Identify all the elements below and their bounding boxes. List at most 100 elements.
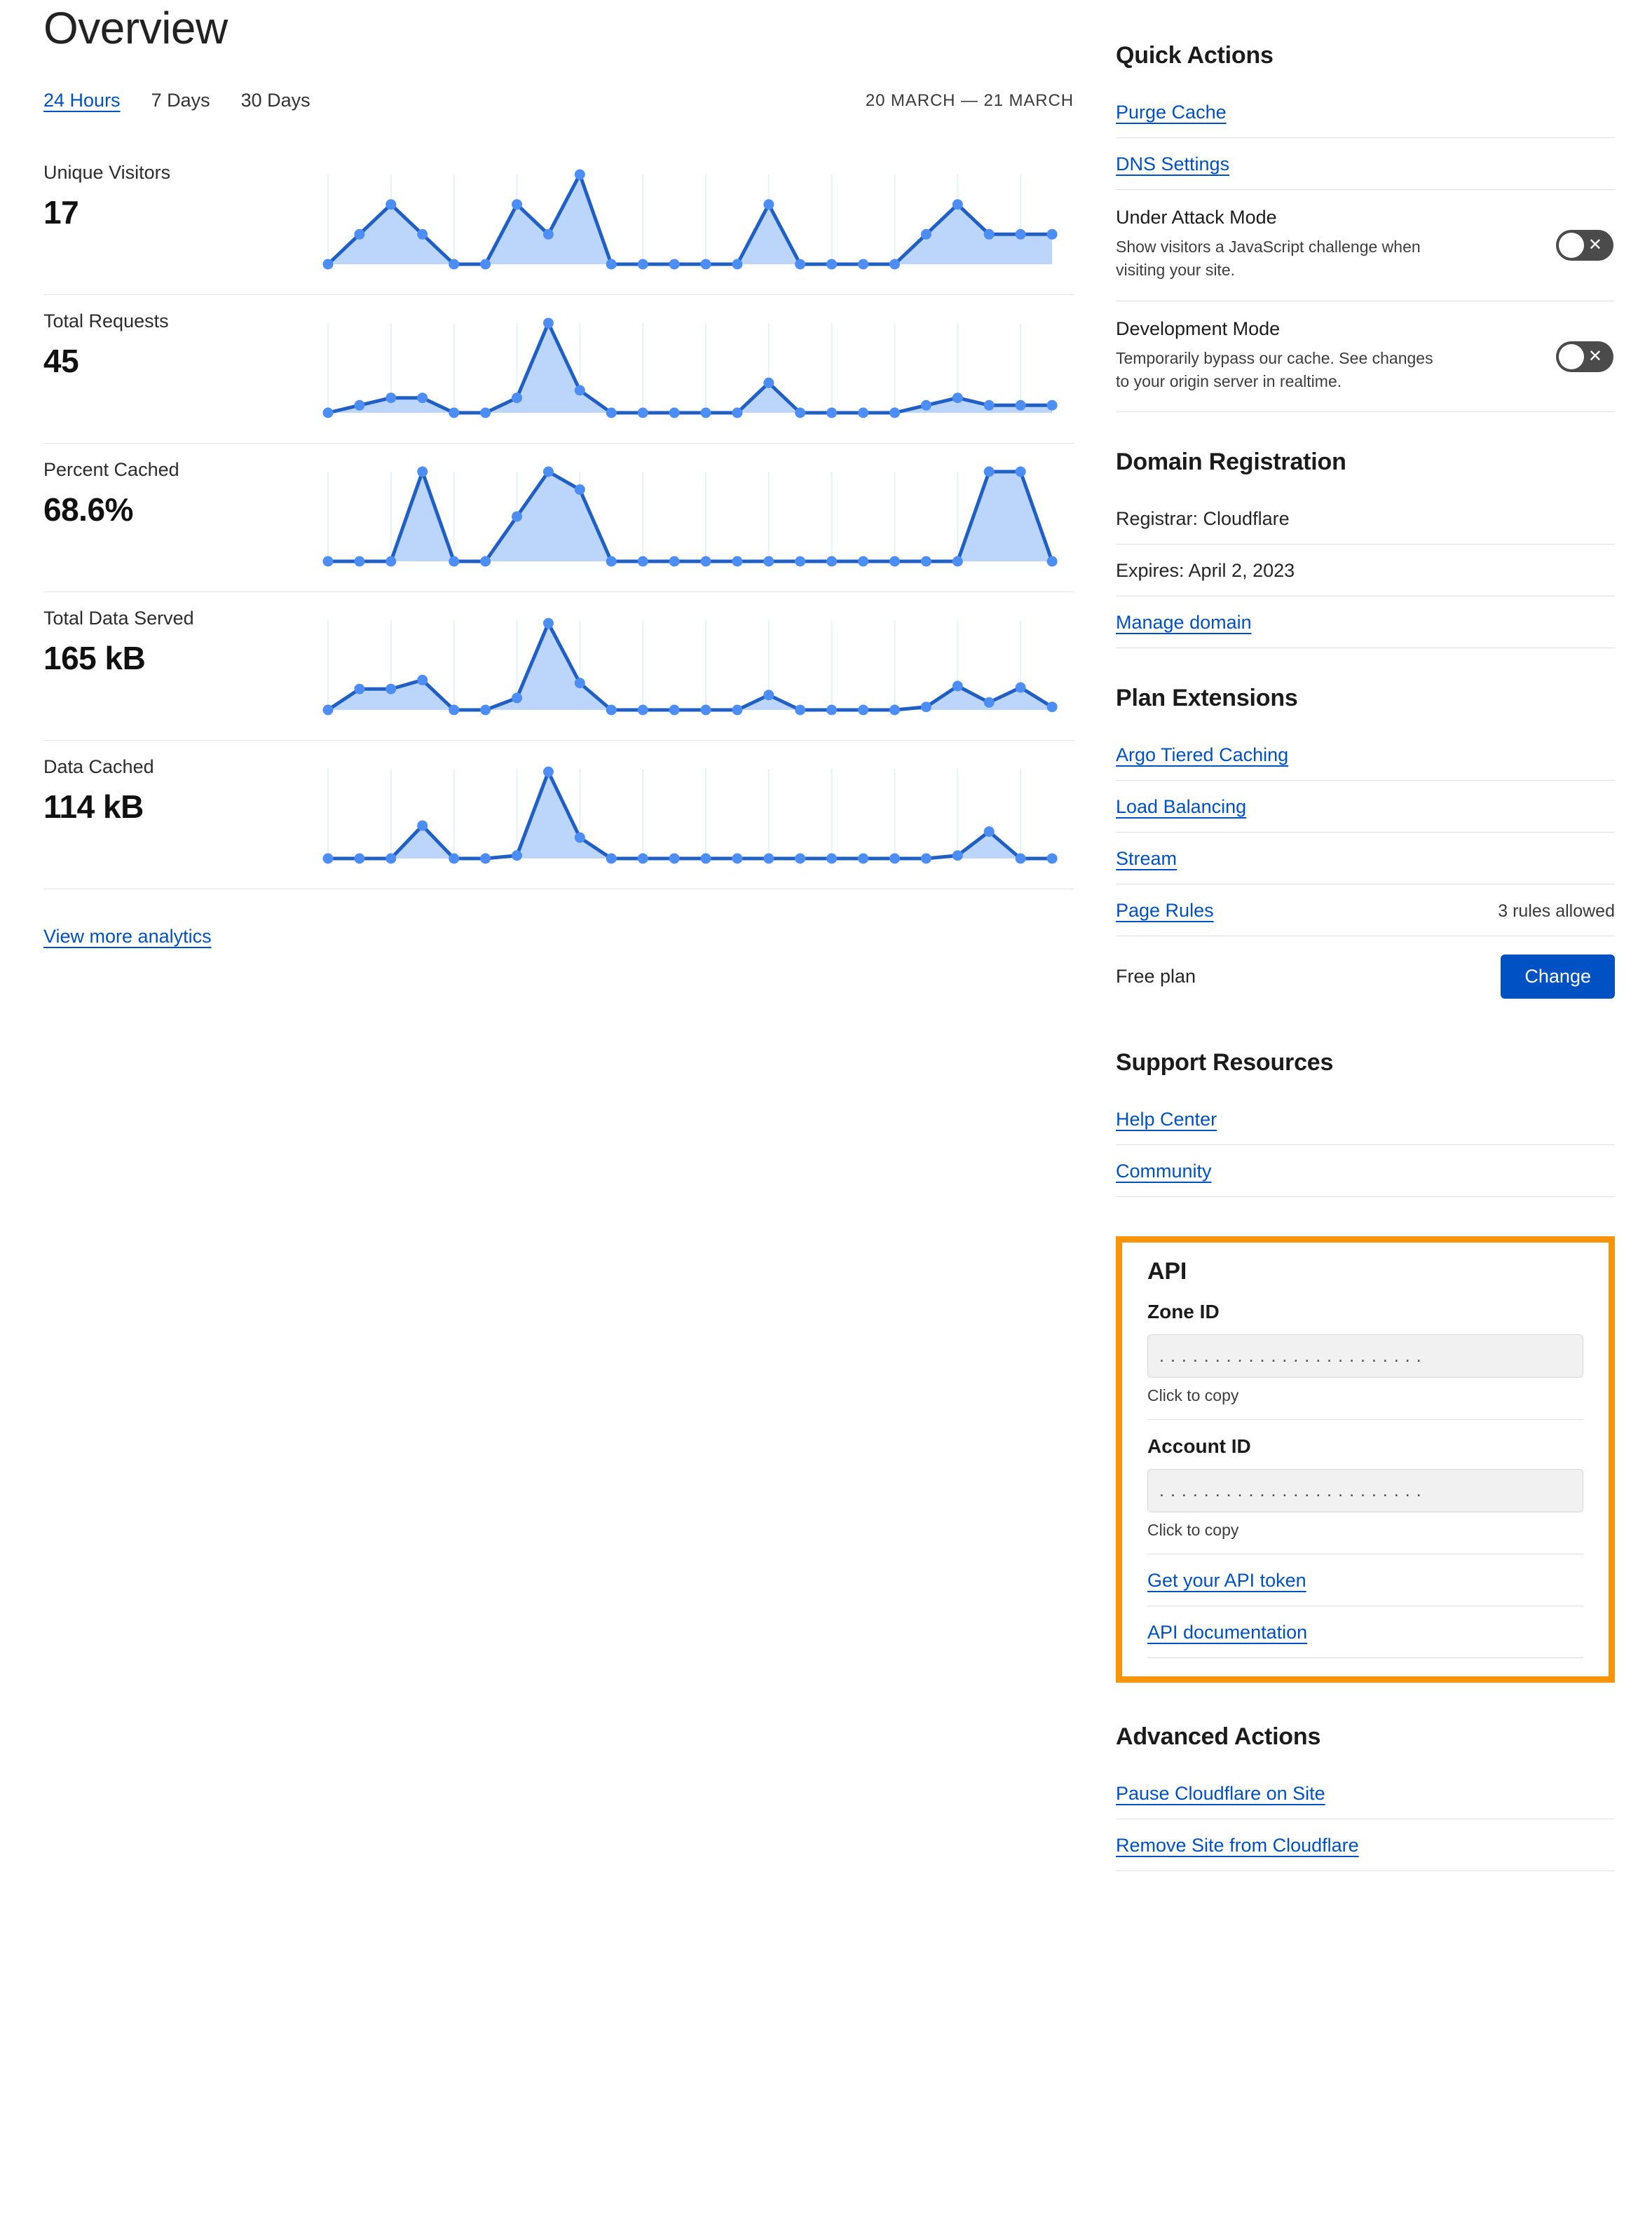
api-title: API <box>1147 1258 1187 1285</box>
metric-value: 45 <box>43 343 79 379</box>
metric-value: 68.6% <box>43 491 133 528</box>
plan-extensions-title: Plan Extensions <box>1116 685 1298 712</box>
row-api-token[interactable]: Get your API token <box>1147 1554 1583 1607</box>
row-pause-cloudflare[interactable]: Pause Cloudflare on Site <box>1116 1767 1615 1820</box>
plan-footer: Free plan Change <box>1116 936 1615 999</box>
account-id-field: Account ID ........................ Clic… <box>1147 1420 1583 1540</box>
account-id-value[interactable]: ........................ <box>1147 1469 1583 1513</box>
metric-label: Data Cached <box>43 756 154 777</box>
api-panel-highlighted: API Zone ID ........................ Cli… <box>1116 1236 1615 1683</box>
toggle-knob <box>1559 232 1584 258</box>
sparkline-total-requests <box>322 310 1065 423</box>
metric-row-percent-cached: Percent Cached 68.6% <box>43 444 1074 592</box>
manage-domain-link[interactable]: Manage domain <box>1116 612 1252 634</box>
development-mode-toggle[interactable]: ✕ <box>1556 341 1613 372</box>
get-api-token-link[interactable]: Get your API token <box>1147 1570 1306 1592</box>
row-remove-site[interactable]: Remove Site from Cloudflare <box>1116 1819 1615 1872</box>
row-stream[interactable]: Stream <box>1116 833 1615 885</box>
development-mode-title: Development Mode <box>1116 317 1281 339</box>
metric-label: Unique Visitors <box>43 162 171 183</box>
metric-text: Total Requests 45 <box>43 295 324 380</box>
metric-text: Data Cached 114 kB <box>43 741 324 826</box>
under-attack-mode-description: Show visitors a JavaScript challenge whe… <box>1116 238 1421 280</box>
advanced-actions-panel: Advanced Actions Pause Cloudflare on Sit… <box>1116 1723 1615 1872</box>
metric-text: Percent Cached 68.6% <box>43 444 324 528</box>
load-balancing-link[interactable]: Load Balancing <box>1116 796 1247 818</box>
metric-value: 17 <box>43 194 79 231</box>
account-id-label: Account ID <box>1147 1435 1251 1458</box>
zone-id-copy-hint: Click to copy <box>1147 1386 1239 1405</box>
row-development-mode: Development Mode Temporarily bypass our … <box>1116 301 1615 413</box>
metrics-list: Unique Visitors 17 Total Requests 45 Per… <box>43 146 1074 889</box>
under-attack-mode-toggle[interactable]: ✕ <box>1556 229 1613 261</box>
registrar-value: Registrar: Cloudflare <box>1116 508 1290 530</box>
view-more-analytics-link[interactable]: View more analytics <box>43 926 212 947</box>
metric-label: Total Requests <box>43 310 169 331</box>
sparkline-percent-cached <box>322 459 1065 571</box>
stream-link[interactable]: Stream <box>1116 848 1177 870</box>
community-link[interactable]: Community <box>1116 1161 1212 1182</box>
metric-text: Total Data Served 165 kB <box>43 592 324 677</box>
argo-tiered-caching-link[interactable]: Argo Tiered Caching <box>1116 744 1289 766</box>
plan-extensions-panel: Plan Extensions Argo Tiered Caching Load… <box>1116 685 1615 999</box>
quick-actions-panel: Quick Actions Purge Cache DNS Settings U… <box>1116 42 1615 413</box>
divider <box>1147 1419 1583 1421</box>
row-under-attack-mode: Under Attack Mode Show visitors a JavaSc… <box>1116 190 1615 301</box>
domain-registration-panel: Domain Registration Registrar: Cloudflar… <box>1116 449 1615 649</box>
metric-row-total-requests: Total Requests 45 <box>43 295 1074 444</box>
toggle-knob <box>1559 343 1584 369</box>
quick-actions-title: Quick Actions <box>1116 42 1274 69</box>
metric-text: Unique Visitors 17 <box>43 146 324 231</box>
advanced-actions-title: Advanced Actions <box>1116 1723 1321 1751</box>
sparkline-data-cached <box>322 756 1065 868</box>
metric-label: Total Data Served <box>43 608 194 629</box>
pause-cloudflare-link[interactable]: Pause Cloudflare on Site <box>1116 1783 1325 1805</box>
dns-settings-link[interactable]: DNS Settings <box>1116 153 1230 175</box>
row-help-center[interactable]: Help Center <box>1116 1093 1615 1146</box>
row-community[interactable]: Community <box>1116 1145 1615 1198</box>
development-mode-description: Temporarily bypass our cache. See change… <box>1116 348 1433 391</box>
row-manage-domain[interactable]: Manage domain <box>1116 596 1615 649</box>
sparkline-total-data-served <box>322 608 1065 720</box>
page-title: Overview <box>43 3 228 53</box>
sidebar-column: Quick Actions Purge Cache DNS Settings U… <box>1116 42 1615 1872</box>
row-page-rules[interactable]: Page Rules 3 rules allowed <box>1116 884 1615 937</box>
remove-site-link[interactable]: Remove Site from Cloudflare <box>1116 1835 1359 1856</box>
metric-label: Percent Cached <box>43 459 179 480</box>
timerange-tabs: 24 Hours 7 Days 30 Days 20 MARCH — 21 MA… <box>43 90 1074 114</box>
account-id-copy-hint: Click to copy <box>1147 1521 1239 1540</box>
change-plan-button[interactable]: Change <box>1501 955 1615 999</box>
help-center-link[interactable]: Help Center <box>1116 1109 1217 1130</box>
expires-value: Expires: April 2, 2023 <box>1116 560 1295 582</box>
close-icon: ✕ <box>1588 235 1602 254</box>
row-argo-tiered-caching[interactable]: Argo Tiered Caching <box>1116 729 1615 781</box>
page-rules-allowance: 3 rules allowed <box>1498 901 1615 922</box>
row-registrar: Registrar: Cloudflare <box>1116 493 1615 545</box>
zone-id-field: Zone ID ........................ Click t… <box>1147 1301 1583 1421</box>
analytics-column: Overview 24 Hours 7 Days 30 Days 20 MARC… <box>43 0 1074 948</box>
zone-id-value[interactable]: ........................ <box>1147 1334 1583 1379</box>
sparkline-unique-visitors <box>322 162 1065 274</box>
row-purge-cache[interactable]: Purge Cache <box>1116 86 1615 138</box>
tab-7-days[interactable]: 7 Days <box>151 90 210 111</box>
row-dns-settings[interactable]: DNS Settings <box>1116 138 1615 190</box>
row-api-documentation[interactable]: API documentation <box>1147 1606 1583 1659</box>
metric-row-data-cached: Data Cached 114 kB <box>43 741 1074 889</box>
metric-value: 114 kB <box>43 788 144 825</box>
tab-24-hours[interactable]: 24 Hours <box>43 90 121 111</box>
current-plan-label: Free plan <box>1116 966 1196 987</box>
under-attack-mode-title: Under Attack Mode <box>1116 207 1277 228</box>
purge-cache-link[interactable]: Purge Cache <box>1116 102 1227 123</box>
metric-row-unique-visitors: Unique Visitors 17 <box>43 146 1074 295</box>
api-documentation-link[interactable]: API documentation <box>1147 1622 1308 1643</box>
page-rules-link[interactable]: Page Rules <box>1116 900 1214 922</box>
row-load-balancing[interactable]: Load Balancing <box>1116 781 1615 833</box>
metric-row-total-data-served: Total Data Served 165 kB <box>43 592 1074 741</box>
date-range-label: 20 MARCH — 21 MARCH <box>865 91 1074 110</box>
domain-registration-title: Domain Registration <box>1116 449 1346 476</box>
close-icon: ✕ <box>1588 346 1602 366</box>
row-expires: Expires: April 2, 2023 <box>1116 545 1615 597</box>
support-resources-panel: Support Resources Help Center Community <box>1116 1049 1615 1198</box>
tab-30-days[interactable]: 30 Days <box>240 90 310 111</box>
